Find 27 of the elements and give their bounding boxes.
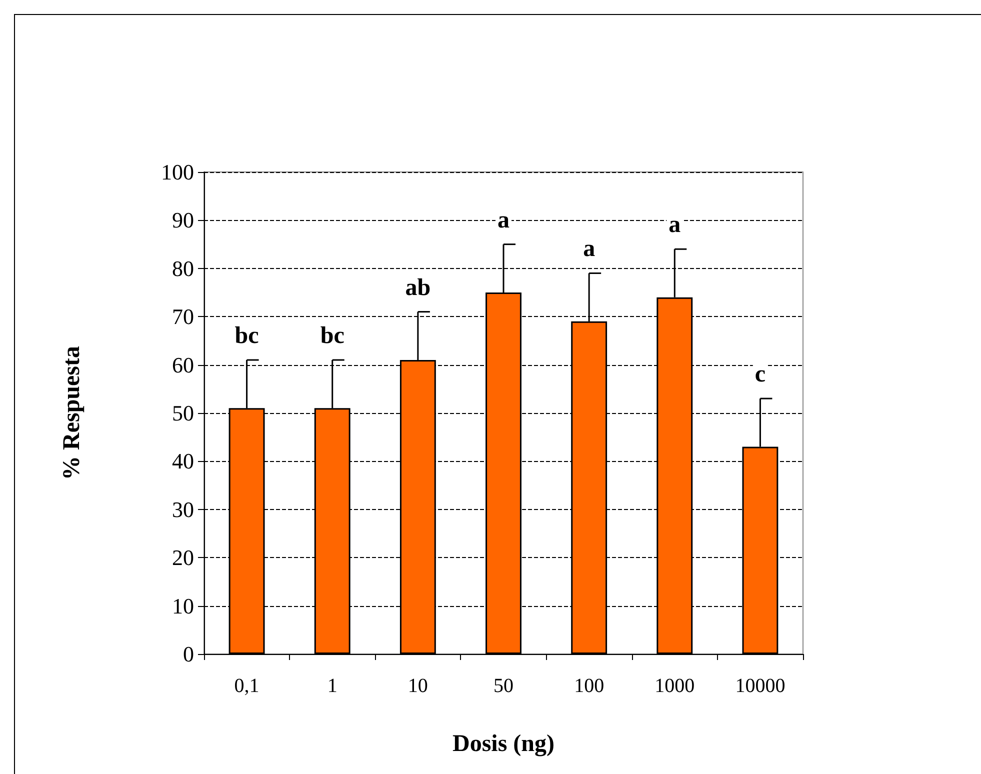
y-tick-label: 10 [172,593,194,618]
y-tick-label: 100 [161,160,194,184]
y-tick-label: 30 [172,496,194,522]
annotation: ab [405,274,431,301]
y-tick-label: 60 [172,352,194,378]
y-tick-label: 0 [183,642,194,666]
annotation: a [498,207,510,234]
annotation: c [754,362,766,388]
x-tick-label: 0,1 [234,675,260,697]
y-tick-label: 90 [172,208,194,233]
y-tick-label: 40 [172,448,194,474]
y-tick-label: 20 [172,545,194,570]
x-tick-label: 100 [574,675,604,697]
x-tick-label: 10000 [735,675,786,697]
x-tick-label: 50 [494,675,514,697]
annotation: a [668,212,681,238]
y-tick-label: 50 [172,400,194,426]
y-axis-title: % Respuesta [59,346,85,480]
x-tick-label: 1 [327,675,338,697]
x-tick-label: 1000 [654,675,695,697]
annotation: bc [234,322,260,349]
annotation: bc [320,322,345,349]
y-tick-label: 80 [172,256,194,281]
y-tick-label: 70 [172,304,194,330]
annotation: a [583,236,596,262]
x-tick-label: 10 [408,675,428,697]
x-axis-title: Dosis (ng) [452,731,555,757]
